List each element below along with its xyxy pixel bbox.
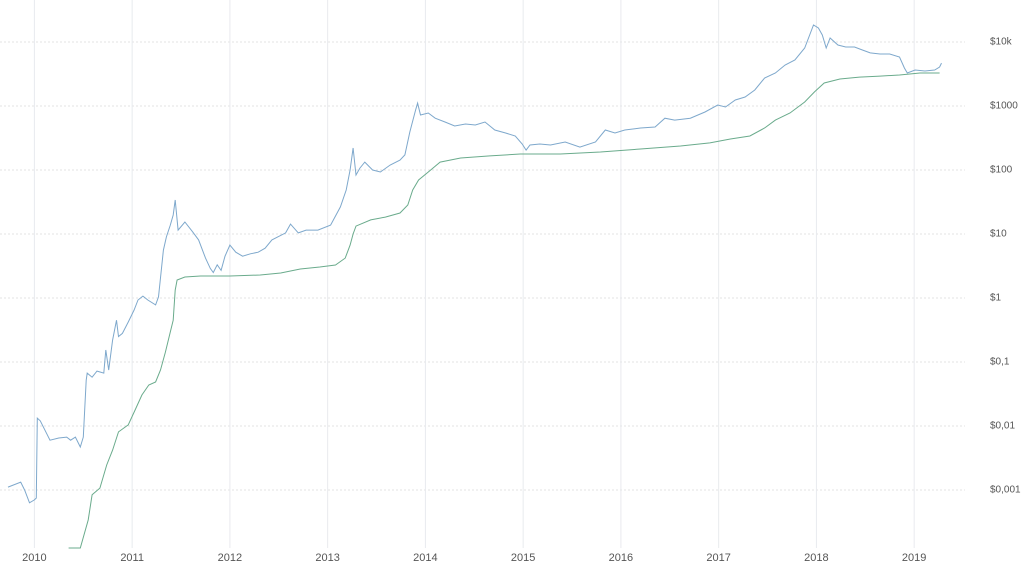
- x-tick-label: 2019: [902, 552, 926, 564]
- y-tick-label: $1: [990, 293, 1002, 304]
- y-tick-label: $0,001: [990, 485, 1021, 496]
- x-tick-label: 2010: [22, 552, 46, 564]
- x-tick-label: 2011: [120, 552, 144, 564]
- price-line: [7, 24, 942, 504]
- y-tick-label: $0,01: [990, 421, 1015, 432]
- x-tick-label: 2014: [413, 552, 437, 564]
- x-tick-label: 2015: [511, 552, 535, 564]
- y-tick-label: $10k: [990, 37, 1013, 48]
- y-tick-label: $0,1: [990, 357, 1010, 368]
- x-tick-label: 2013: [315, 552, 339, 564]
- price-line: [68, 72, 940, 549]
- y-tick-label: $100: [990, 165, 1013, 176]
- x-tick-label: 2016: [609, 552, 633, 564]
- x-tick-label: 2018: [804, 552, 828, 564]
- x-tick-label: 2017: [706, 552, 730, 564]
- x-tick-label: 2012: [218, 552, 242, 564]
- y-tick-label: $10: [990, 229, 1007, 240]
- y-tick-label: $1000: [990, 101, 1018, 112]
